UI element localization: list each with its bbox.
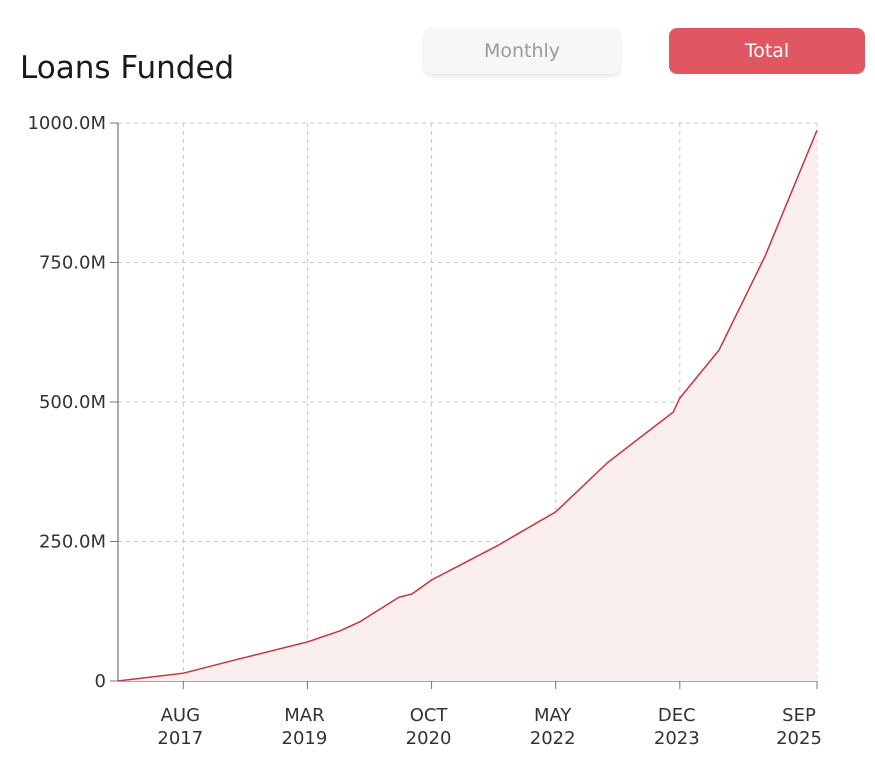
x-tick-label: 2022 [530, 728, 576, 749]
line [117, 129, 818, 682]
x-tick-label: OCT [410, 705, 449, 726]
x-tick-label: 2025 [776, 728, 822, 749]
total-button[interactable]: Total [669, 28, 865, 74]
y-tick-label: 500.0M [39, 392, 106, 413]
x-tick-label: DEC [658, 705, 696, 726]
x-tick-label: 2017 [157, 728, 203, 749]
area-fill [118, 130, 817, 681]
chart-title: Loans Funded [20, 50, 235, 86]
monthly-button[interactable]: Monthly [424, 28, 620, 74]
y-tick-label: 1000.0M [27, 113, 106, 134]
x-tick-label: 2019 [282, 728, 328, 749]
x-tick-label: SEP [782, 705, 816, 726]
y-tick-label: 0 [95, 671, 106, 692]
x-tick-label: MAR [284, 705, 324, 726]
y-tick-label: 750.0M [39, 253, 106, 274]
x-tick-label: AUG [161, 705, 200, 726]
y-tick-label: 250.0M [39, 532, 106, 553]
x-tick-label: MAY [534, 705, 572, 726]
x-tick-label: 2020 [406, 728, 452, 749]
x-tick-label: 2023 [654, 728, 700, 749]
